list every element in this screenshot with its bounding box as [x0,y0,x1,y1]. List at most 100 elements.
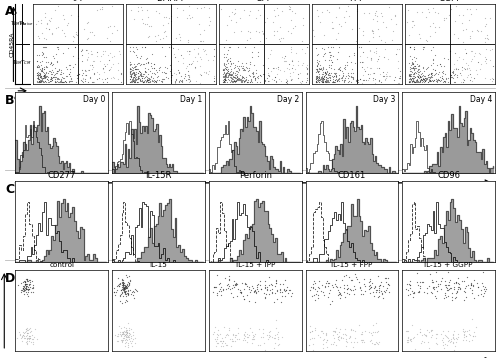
Point [122,285,130,291]
Point [361,68,369,74]
Point [278,54,286,60]
Point [42,20,50,25]
Point [466,338,473,344]
Point [120,333,128,339]
Point [346,333,354,339]
Point [264,70,272,76]
Point [152,78,160,84]
Point [226,44,234,50]
Point [38,67,46,72]
Point [372,45,380,51]
Point [335,67,343,72]
Point [46,16,54,21]
Point [85,67,93,73]
Point [144,72,152,77]
Point [380,54,388,60]
Point [232,63,240,69]
Point [54,44,62,50]
Point [228,9,236,15]
Point [82,72,90,78]
Point [435,77,443,83]
Point [470,75,478,81]
Point [170,54,178,60]
Point [258,334,266,339]
Point [126,279,134,284]
Point [372,9,380,14]
Point [438,335,446,341]
Point [214,332,222,337]
Point [434,63,442,68]
Point [126,73,134,79]
Point [316,77,324,82]
Point [54,71,62,76]
Point [277,299,285,305]
Point [119,284,127,289]
Point [248,79,256,85]
Point [23,335,31,341]
Point [246,73,254,78]
Point [128,78,136,84]
Point [432,340,440,345]
Point [118,277,126,282]
Point [40,74,48,79]
Point [344,75,351,81]
Point [159,22,167,28]
Point [488,75,496,81]
Point [238,281,246,286]
Point [420,77,428,83]
Point [370,329,378,335]
Point [226,74,234,79]
Point [144,79,152,84]
Point [316,77,324,83]
Point [104,24,112,30]
Point [382,279,390,285]
Point [332,342,340,348]
Point [354,8,362,14]
Point [42,26,50,32]
Point [59,70,67,76]
Point [130,79,138,85]
Point [23,278,31,284]
Point [411,79,419,84]
Point [38,65,46,71]
Point [132,76,140,82]
Point [132,54,140,60]
Point [184,72,192,78]
Point [231,334,239,340]
Point [122,293,130,299]
Point [137,73,145,79]
Point [154,67,162,73]
Point [128,74,136,80]
Point [276,286,283,292]
Point [186,74,194,79]
Point [270,66,278,71]
Point [441,282,449,288]
Point [418,73,426,79]
Point [286,287,294,292]
Point [196,71,204,77]
Point [213,291,221,296]
Point [226,64,234,69]
Point [38,58,46,64]
Point [344,291,352,296]
Point [294,58,302,64]
Point [58,79,66,85]
Point [45,68,53,73]
Point [438,79,446,85]
Point [42,44,50,50]
Point [22,285,30,290]
Point [84,50,92,55]
Point [370,341,378,347]
Point [36,79,44,85]
Point [450,66,458,72]
Point [33,64,41,70]
Point [336,329,344,335]
Point [24,338,32,344]
Point [374,328,382,334]
Point [368,284,376,290]
Point [327,341,335,347]
Point [462,50,470,56]
Point [362,328,370,334]
Point [40,75,48,81]
Point [219,68,227,73]
